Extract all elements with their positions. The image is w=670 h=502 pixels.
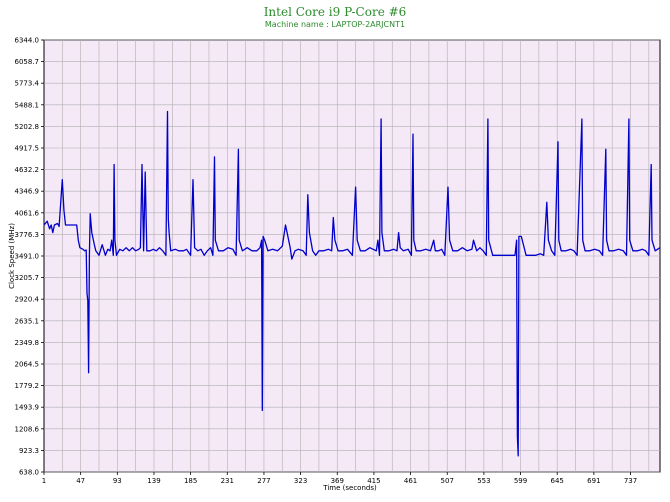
y-tick-label: 6344.0 <box>15 37 40 45</box>
x-axis-label: Time (seconds) <box>322 484 377 492</box>
y-tick-label: 1208.6 <box>15 425 40 433</box>
y-tick-label: 2349.8 <box>15 339 40 347</box>
x-tick-label: 507 <box>441 477 454 485</box>
grid-lines <box>44 39 660 473</box>
series-group <box>43 110 661 457</box>
y-tick-label: 923.3 <box>19 447 39 455</box>
y-tick-label: 4632.2 <box>15 166 40 174</box>
chart-title: Intel Core i9 P-Core #6 <box>264 5 407 19</box>
y-axis-label: Clock Speed (MHz) <box>8 223 16 289</box>
y-tick-label: 638.0 <box>19 469 39 477</box>
y-tick-label: 4917.5 <box>15 145 40 153</box>
x-tick-label: 737 <box>624 477 637 485</box>
x-tick-label: 415 <box>367 477 380 485</box>
x-tick-label: 691 <box>587 477 600 485</box>
y-tick-label: 1779.2 <box>15 382 40 390</box>
y-tick-label: 4061.6 <box>15 209 40 217</box>
y-tick-label: 2635.1 <box>15 317 40 325</box>
x-tick-label: 277 <box>257 477 270 485</box>
x-tick-label: 185 <box>184 477 197 485</box>
x-tick-label: 231 <box>221 477 234 485</box>
series-line <box>43 110 661 457</box>
x-tick-label: 599 <box>514 477 527 485</box>
x-tick-label: 645 <box>551 477 564 485</box>
y-tick-label: 3205.7 <box>15 274 40 282</box>
x-tick-label: 323 <box>294 477 307 485</box>
y-tick-label: 1493.9 <box>15 404 40 412</box>
x-tick-label: 369 <box>331 477 344 485</box>
y-tick-label: 5488.1 <box>15 101 40 109</box>
x-tick-label: 553 <box>477 477 490 485</box>
y-tick-label: 4346.9 <box>15 188 40 196</box>
y-axis-ticks: 638.0 923.3 1208.6 1493.9 1779.2 2064.5 2349.8… <box>15 37 44 477</box>
chart-subtitle: Machine name : LAPTOP-2ARJCNT1 <box>265 20 405 29</box>
x-tick-label: 47 <box>76 477 85 485</box>
y-tick-label: 5773.4 <box>15 80 40 88</box>
y-tick-label: 2920.4 <box>15 296 40 304</box>
y-tick-label: 2064.5 <box>15 361 40 369</box>
x-axis-ticks: 1 47 93 139 185 231 277 323 369 415 461 507 553 599 64… <box>42 472 637 485</box>
x-tick-label: 93 <box>113 477 122 485</box>
x-tick-label: 461 <box>404 477 417 485</box>
y-tick-label: 5202.8 <box>15 123 40 131</box>
y-tick-label: 3491.0 <box>15 253 40 261</box>
y-tick-label: 6058.7 <box>15 58 40 66</box>
y-tick-label: 3776.3 <box>15 231 40 239</box>
x-tick-label: 139 <box>147 477 160 485</box>
x-tick-label: 1 <box>42 477 46 485</box>
